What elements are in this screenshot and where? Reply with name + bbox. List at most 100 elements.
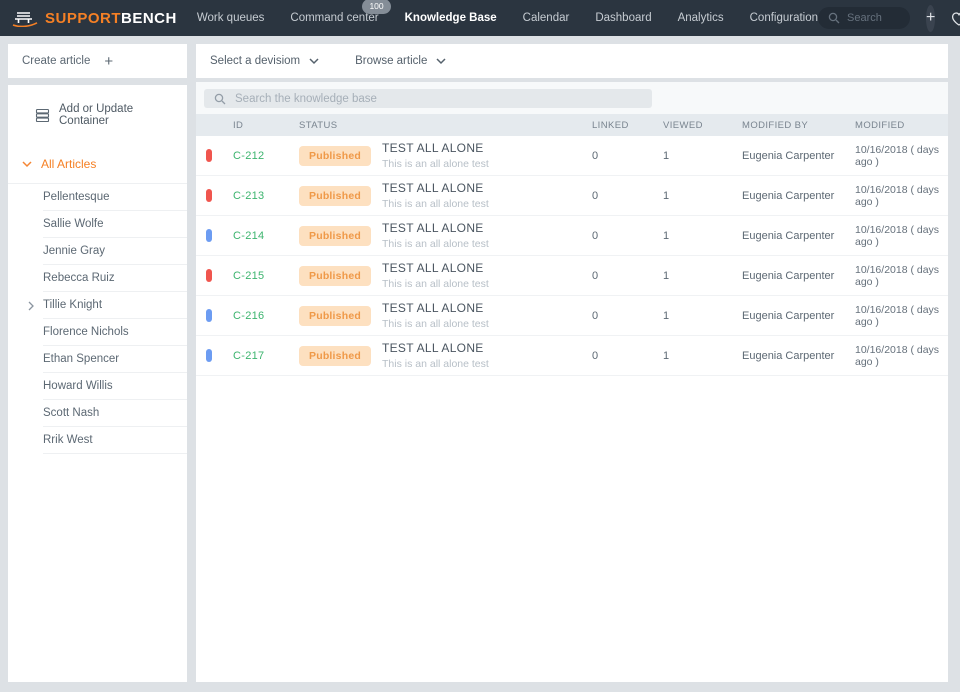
nav-item[interactable]: Work queues <box>197 12 265 24</box>
article-flag-icon <box>206 229 212 242</box>
container-list-item[interactable]: Florence Nichols <box>8 319 187 346</box>
nav-item-label: Command center <box>290 12 379 24</box>
container-item-label: Howard Willis <box>43 380 113 392</box>
status-cell: Published <box>299 145 382 166</box>
container-list-item[interactable]: Pellentesque <box>8 184 187 211</box>
container-item-label: Jennie Gray <box>43 245 106 257</box>
add-container-button[interactable]: Add or Update Container <box>8 85 187 143</box>
nav-item-label: Knowledge Base <box>404 12 497 24</box>
article-id-link[interactable]: C-215 <box>233 269 265 282</box>
plus-icon: + <box>104 52 114 70</box>
container-list: Pellentesque Sallie Wolfe <box>8 183 187 454</box>
table-header: ID STATUS LINKED VIEWED MODIFIED BY MODI… <box>196 114 948 136</box>
favorites-heart-icon[interactable] <box>950 10 960 27</box>
status-column-header[interactable]: STATUS <box>299 119 338 131</box>
nav-item[interactable]: 100 Command center <box>290 0 391 24</box>
top-navigation: Work queues 100 Command center Knowledge… <box>197 0 818 24</box>
bench-icon <box>12 9 38 27</box>
linked-count: 0 <box>592 229 599 242</box>
article-flag-icon <box>206 349 212 362</box>
chevron-right-icon <box>28 301 34 311</box>
article-title-cell[interactable]: TEST ALL ALONE This is an all alone test <box>382 221 592 250</box>
nav-item[interactable]: Calendar <box>523 12 570 24</box>
table-row[interactable]: C-212 Published TEST ALL ALONE This is a… <box>196 136 948 176</box>
article-title-cell[interactable]: TEST ALL ALONE This is an all alone test <box>382 261 592 290</box>
nav-item-label: Work queues <box>196 12 265 24</box>
modified-date: 10/16/2018 ( days ago ) <box>855 183 940 208</box>
top-bar: SUPPORTBENCH Work queues 100 Command cen… <box>0 0 960 36</box>
container-list-item[interactable]: Sallie Wolfe <box>8 211 187 238</box>
modified-by: Eugenia Carpenter <box>742 349 835 362</box>
modified-by: Eugenia Carpenter <box>742 149 835 162</box>
article-id-link[interactable]: C-217 <box>233 349 265 362</box>
modified-by-column-header[interactable]: MODIFIED BY <box>742 119 809 131</box>
modified-date: 10/16/2018 ( days ago ) <box>855 343 940 368</box>
article-title: TEST ALL ALONE <box>382 341 484 355</box>
container-list-item[interactable]: Jennie Gray <box>8 238 187 265</box>
nav-item-label: Dashboard <box>595 12 652 24</box>
container-list-item[interactable]: Scott Nash <box>8 400 187 427</box>
chevron-down-icon <box>436 57 446 65</box>
status-cell: Published <box>299 265 382 286</box>
id-column-header[interactable]: ID <box>233 119 244 131</box>
status-badge: Published <box>299 185 371 206</box>
nav-item[interactable]: Knowledge Base <box>405 12 497 24</box>
viewed-count: 1 <box>663 189 670 202</box>
all-articles-toggle[interactable]: All Articles <box>8 143 187 183</box>
modified-by: Eugenia Carpenter <box>742 229 835 242</box>
linked-column-header[interactable]: LINKED <box>592 119 629 131</box>
article-subtitle: This is an all alone test <box>382 238 489 250</box>
modified-column-header[interactable]: MODIFIED <box>855 119 905 131</box>
status-cell: Published <box>299 305 382 326</box>
article-subtitle: This is an all alone test <box>382 318 489 330</box>
container-item-label: Rebecca Ruiz <box>43 272 115 284</box>
create-article-button[interactable]: Create article + <box>8 44 187 78</box>
viewed-count: 1 <box>663 349 670 362</box>
table-row[interactable]: C-214 Published TEST ALL ALONE This is a… <box>196 216 948 256</box>
division-dropdown-label: Select a devisiom <box>210 55 301 67</box>
container-item-label: Tillie Knight <box>43 299 103 311</box>
container-list-item[interactable]: Tillie Knight <box>8 292 187 319</box>
article-title-cell[interactable]: TEST ALL ALONE This is an all alone test <box>382 141 592 170</box>
browse-article-dropdown[interactable]: Browse article <box>355 55 446 67</box>
table-row[interactable]: C-213 Published TEST ALL ALONE This is a… <box>196 176 948 216</box>
article-subtitle: This is an all alone test <box>382 278 489 290</box>
container-list-item[interactable]: Rrik West <box>8 427 187 454</box>
article-id-link[interactable]: C-216 <box>233 309 265 322</box>
nav-item[interactable]: Dashboard <box>595 12 651 24</box>
container-item-label: Scott Nash <box>43 407 100 419</box>
article-id-link[interactable]: C-213 <box>233 189 265 202</box>
article-title: TEST ALL ALONE <box>382 301 484 315</box>
table-row[interactable]: C-216 Published TEST ALL ALONE This is a… <box>196 296 948 336</box>
global-search-input[interactable] <box>847 12 903 24</box>
kb-search-box[interactable] <box>204 89 652 108</box>
quick-add-button[interactable]: + <box>926 4 936 32</box>
table-row[interactable]: C-215 Published TEST ALL ALONE This is a… <box>196 256 948 296</box>
article-title-cell[interactable]: TEST ALL ALONE This is an all alone test <box>382 301 592 330</box>
table-row[interactable]: C-217 Published TEST ALL ALONE This is a… <box>196 336 948 376</box>
brand-logo[interactable]: SUPPORTBENCH <box>12 9 177 27</box>
nav-item[interactable]: Configuration <box>750 12 818 24</box>
article-subtitle: This is an all alone test <box>382 198 489 210</box>
viewed-count: 1 <box>663 229 670 242</box>
article-title: TEST ALL ALONE <box>382 141 484 155</box>
division-dropdown[interactable]: Select a devisiom <box>210 55 319 67</box>
article-id-link[interactable]: C-214 <box>233 229 265 242</box>
container-list-item[interactable]: Ethan Spencer <box>8 346 187 373</box>
kb-search-input[interactable] <box>235 92 642 105</box>
article-id-link[interactable]: C-212 <box>233 149 265 162</box>
container-list-item[interactable]: Rebecca Ruiz <box>8 265 187 292</box>
article-title-cell[interactable]: TEST ALL ALONE This is an all alone test <box>382 341 592 370</box>
add-container-label: Add or Update Container <box>59 103 134 127</box>
modified-date: 10/16/2018 ( days ago ) <box>855 303 940 328</box>
viewed-column-header[interactable]: VIEWED <box>663 119 703 131</box>
linked-count: 0 <box>592 349 599 362</box>
article-title-cell[interactable]: TEST ALL ALONE This is an all alone test <box>382 181 592 210</box>
nav-item[interactable]: Analytics <box>678 12 724 24</box>
chevron-down-icon <box>22 160 32 168</box>
article-flag-icon <box>206 189 212 202</box>
article-flag-icon <box>206 309 212 322</box>
container-list-item[interactable]: Howard Willis <box>8 373 187 400</box>
global-search[interactable] <box>818 7 911 29</box>
status-badge: Published <box>299 345 371 366</box>
